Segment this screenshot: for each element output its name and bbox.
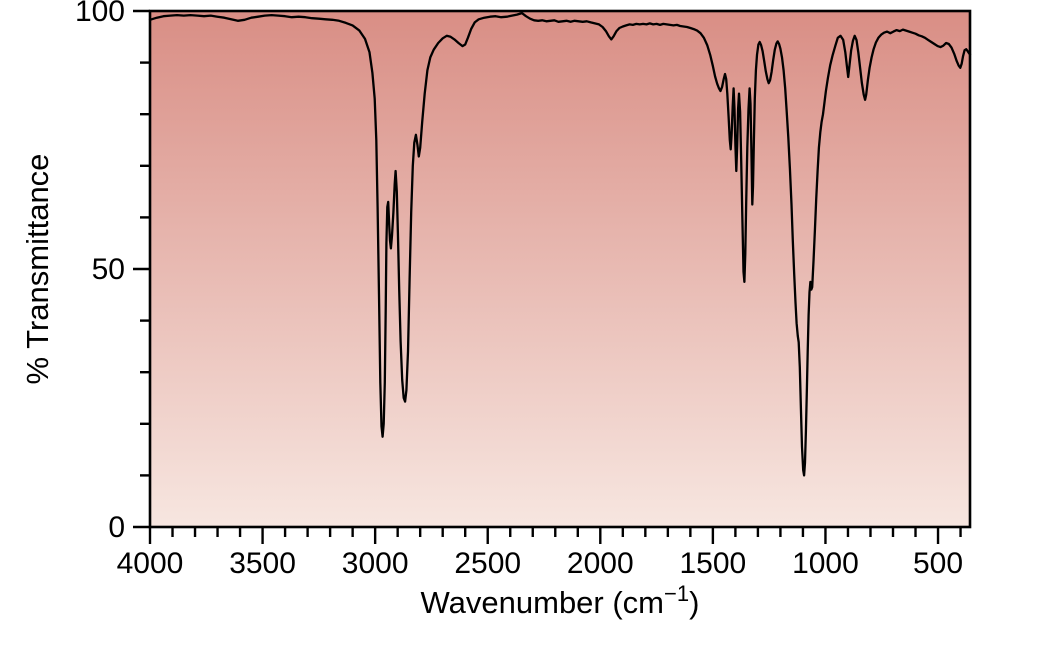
x-tick-label: 3000 — [342, 547, 409, 580]
x-tick-label: 500 — [913, 547, 963, 580]
x-tick-label: 2000 — [567, 547, 634, 580]
y-tick-label: 100 — [75, 0, 125, 28]
y-tick-label: 0 — [108, 511, 125, 544]
x-tick-label: 1000 — [792, 547, 859, 580]
spectrum-curve — [148, 11, 972, 477]
x-tick-label: 4000 — [117, 547, 184, 580]
x-axis-title-close: ) — [689, 585, 699, 620]
y-axis-tick-labels: 0 50 100 — [75, 0, 125, 544]
y-axis-ticks — [133, 9, 150, 529]
x-tick-label: 3500 — [229, 547, 296, 580]
x-tick-label: 1500 — [680, 547, 747, 580]
x-axis-title: Wavenumber (cm−1) — [421, 581, 700, 620]
y-tick-label: 50 — [92, 253, 125, 286]
plot-area-background — [150, 11, 970, 527]
x-tick-label: 2500 — [454, 547, 521, 580]
y-axis-title: % Transmittance — [20, 154, 55, 385]
x-axis-title-main: Wavenumber (cm — [421, 585, 664, 620]
x-axis-ticks — [148, 527, 962, 544]
x-axis-tick-labels: 4000 3500 3000 2500 2000 1500 1000 500 — [117, 547, 963, 580]
x-axis-title-superscript: −1 — [664, 581, 689, 606]
